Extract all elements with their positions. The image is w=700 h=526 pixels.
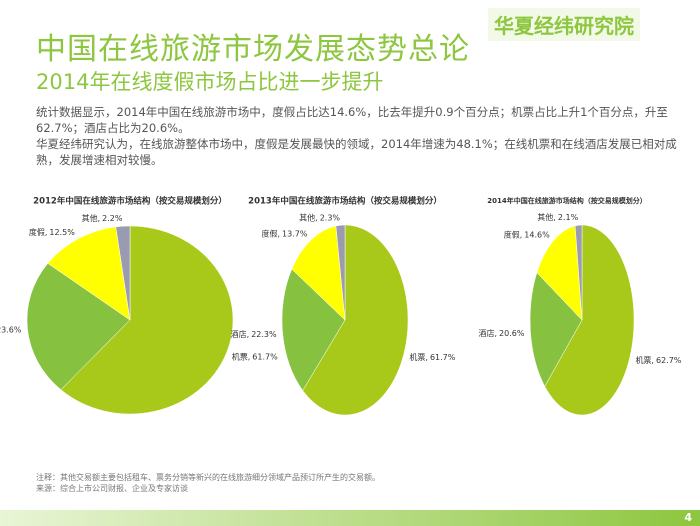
pie-slice [26,262,131,391]
pie-slice [302,224,409,416]
slice-label: 机票, 61.7% [232,351,278,361]
slice-category: 酒店, [231,328,250,338]
slice-label: 度假, 14.6% [504,229,550,239]
data-label: 61.7% [430,353,456,362]
note: 来源：综合上市公司财报、企业及专家访谈 [36,484,188,493]
data-label: 14.6% [524,230,550,239]
pie-slice [115,225,131,321]
slice-label: 酒店, 22.3% [231,328,277,338]
slice-category: 机票, [409,352,428,362]
slice-label: 度假, 13.7% [262,228,308,238]
data-label: 2.3% [320,213,341,222]
slice-category: 其他, [537,212,556,222]
data-label: 2.1% [558,213,579,222]
pie-slice [291,225,346,321]
pie-slice [60,225,234,415]
slice-label: 机票, 61.7% [409,352,455,362]
slice-label: 酒店,23.6% [0,324,22,334]
slice-label: 其他, 2.1% [537,212,578,222]
slice-label: 度假, 12.5% [29,227,75,237]
page-number: 4 [684,511,692,524]
chart-title: 2014年中国在线旅游市场结构（按交易规模划分） [487,196,646,205]
body-text: 统计数据显示，2014年中国在线旅游市场中，度假占比达14.6%，比去年提升0.… [36,104,691,168]
data-label: 20.6% [499,328,525,337]
data-label: 2.2% [102,214,123,223]
paragraph: 华夏经纬研究认为，在线旅游整体市场中，度假是发展最快的领域，2014年增速为48… [36,137,677,167]
pie-slice [281,268,346,391]
pie-slice [47,226,131,321]
paragraph: 统计数据显示，2014年中国在线旅游市场中，度假占比达14.6%，比去年提升0.… [36,105,668,135]
slice-label: 机票, 62.7% [635,355,681,365]
slice-category: 其他, [82,213,101,223]
chart-title: 2013年中国在线旅游市场结构（按交易规模划分） [248,196,442,207]
data-label: 62.7% [656,356,682,365]
slice-category: 机票, [232,351,251,361]
slice-label: 酒店, 20.6% [478,327,524,337]
slice-category: 度假, [504,229,523,239]
pie-slice [574,224,583,321]
pie-slice [529,272,583,387]
charts: 2012年中国在线旅游市场结构（按交易规模划分）机票,61.7%酒店,23.6%… [0,196,682,416]
data-label: 22.3% [251,329,277,338]
data-label: 61.7% [252,352,278,361]
note: 注释：其他交易额主要包括租车、票务分销等新兴的在线旅游细分领域产品预订所产生的交… [36,473,380,482]
slice-label: 其他, 2.3% [299,212,340,222]
data-label: 23.6% [0,325,22,334]
data-label: 13.7% [282,229,308,238]
pie-slice [536,225,583,321]
data-label: 12.5% [49,228,75,237]
logo: 华夏经纬研究院 [488,8,640,41]
chart-title: 2012年中国在线旅游市场结构（按交易规模划分） [33,196,227,207]
slice-category: 其他, [299,212,318,222]
slice-label: 其他, 2.2% [82,213,123,223]
pie-slice [335,224,346,321]
slice-category: 机票, [635,355,654,365]
slide-subtitle: 2014年在线度假市场占比进一步提升 [36,70,384,94]
pie-slice [544,224,635,416]
notes: 注释：其他交易额主要包括租车、票务分销等新兴的在线旅游细分领域产品预订所产生的交… [36,472,380,494]
slide-title: 中国在线旅游市场发展态势总论 [36,32,470,67]
slice-category: 度假, [29,227,48,237]
slice-category: 度假, [262,228,281,238]
slice-category: 酒店, [478,327,497,337]
footer-band [0,510,700,526]
